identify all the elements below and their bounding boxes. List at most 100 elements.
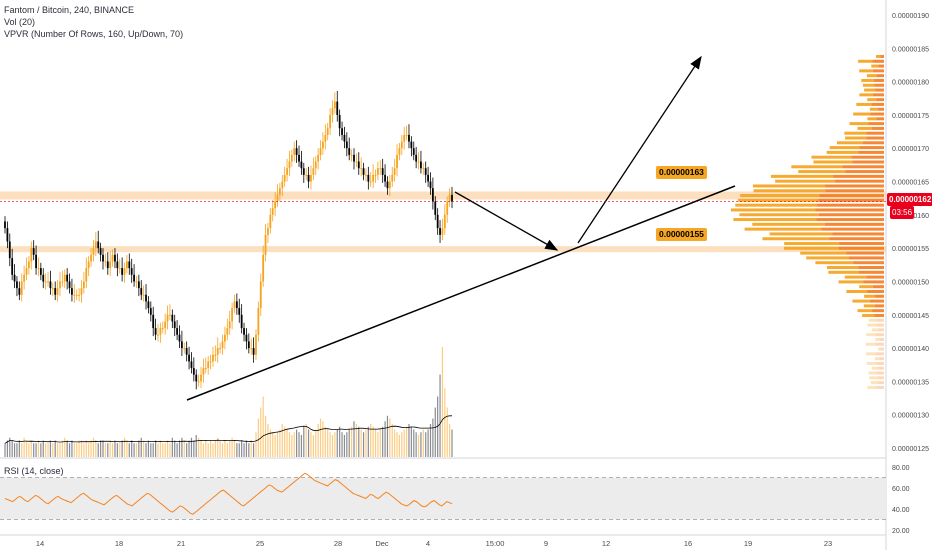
volume-bar — [360, 429, 362, 457]
vpvr-bar-down — [873, 78, 884, 82]
volume-bar — [188, 440, 190, 457]
vpvr-bar-down — [858, 150, 884, 154]
candle-body — [123, 268, 126, 275]
volume-bar — [336, 429, 338, 457]
vpvr-bar-up — [791, 165, 843, 169]
price-tick-label: 0.00000165 — [892, 180, 929, 187]
candle-body — [109, 261, 112, 269]
rsi-indicator-label[interactable]: RSI (14, close) — [4, 466, 64, 476]
volume-bar — [341, 432, 343, 457]
vpvr-bar-up — [846, 289, 868, 293]
volume-bar — [434, 407, 436, 457]
volume-bar — [131, 440, 133, 457]
volume-bar — [233, 440, 236, 457]
candle-body — [422, 168, 425, 170]
volume-bar — [410, 426, 412, 457]
vpvr-bar-up — [770, 174, 834, 178]
candle-body — [92, 248, 95, 255]
candle-body — [118, 268, 121, 270]
volume-bar — [288, 432, 291, 457]
vpvr-bar-up — [875, 54, 881, 58]
volume-bar — [269, 429, 271, 457]
volume-bar — [403, 429, 405, 457]
candle-body — [238, 308, 241, 315]
candle-body — [80, 288, 83, 295]
candle-body — [154, 328, 157, 335]
time-tick-label: 16 — [684, 539, 692, 548]
candle-body — [142, 294, 145, 296]
support-resistance-zones — [0, 191, 886, 253]
volume-bar — [310, 432, 312, 457]
vpvr-bar-up — [867, 98, 877, 102]
vpvr-bar-up — [752, 222, 825, 226]
vpvr-bar-down — [848, 256, 884, 260]
rsi-panel — [0, 472, 886, 520]
vpvr-bar-up — [752, 184, 826, 188]
candle-body — [82, 281, 85, 289]
volume-bar — [193, 440, 195, 457]
volume-bar — [59, 443, 61, 457]
volume-bar — [312, 435, 314, 457]
candle-body — [369, 181, 372, 183]
volume-bar — [351, 426, 353, 457]
volume-bar — [111, 443, 114, 457]
vpvr-indicator-label[interactable]: VPVR (Number Of Rows, 160, Up/Down, 70) — [4, 29, 184, 39]
vpvr-bar-down — [875, 352, 884, 356]
candle-body — [405, 134, 408, 136]
candle-body — [245, 334, 248, 342]
volume-bar — [374, 429, 377, 457]
candle-body — [126, 261, 128, 269]
vpvr-bar-up — [853, 112, 871, 116]
candle-body — [374, 174, 377, 176]
vpvr-bar-up — [867, 385, 877, 389]
candle-body — [63, 274, 66, 282]
candle-body — [353, 154, 355, 162]
volume-bar — [40, 443, 42, 457]
candle-body — [18, 288, 21, 295]
volume-bar — [102, 440, 104, 457]
volume-bar — [76, 443, 78, 457]
vpvr-bar-down — [877, 376, 884, 380]
countdown-badge: 03:56 — [890, 206, 915, 219]
price-tick-label: 0.00000135 — [892, 379, 929, 386]
volume-bar — [284, 426, 286, 457]
volume-bar — [6, 440, 8, 457]
volume-bar — [298, 432, 300, 457]
vpvr-bar-down — [863, 280, 884, 284]
volume-bar — [33, 443, 35, 457]
candle-body — [295, 148, 298, 155]
vpvr-bar-up — [783, 246, 839, 250]
candle-body — [28, 261, 30, 269]
volume-bar — [4, 443, 6, 457]
volume-bar — [11, 440, 13, 457]
volume-bar — [250, 440, 252, 457]
vpvr-bar-up — [868, 318, 878, 322]
candle-body — [42, 274, 45, 282]
candle-body — [367, 174, 370, 182]
candle-body — [4, 221, 6, 229]
candle-body — [338, 114, 341, 129]
candle-body — [164, 321, 167, 329]
vpvr-bar-up — [871, 328, 879, 332]
candle-body — [97, 241, 100, 249]
candle-body — [271, 208, 274, 215]
volume-bar — [451, 429, 453, 457]
vpvr-bar-up — [838, 280, 864, 284]
volume-bar — [281, 424, 283, 457]
volume-bar — [121, 440, 123, 457]
time-tick-label: 28 — [334, 539, 342, 548]
volume-indicator-label[interactable]: Vol (20) — [4, 17, 36, 27]
candle-body — [197, 381, 200, 383]
volume-bar — [47, 443, 49, 457]
vpvr-bar-down — [872, 59, 884, 63]
rsi-line — [4, 472, 453, 515]
vpvr-bar-up — [863, 304, 875, 308]
volume-bar — [30, 440, 32, 457]
candle-body — [171, 314, 174, 322]
vpvr-bar-up — [815, 261, 854, 265]
candle-body — [302, 168, 305, 175]
candle-body — [176, 328, 179, 335]
vpvr-bar-up — [858, 59, 873, 63]
volume-bar — [61, 440, 63, 457]
